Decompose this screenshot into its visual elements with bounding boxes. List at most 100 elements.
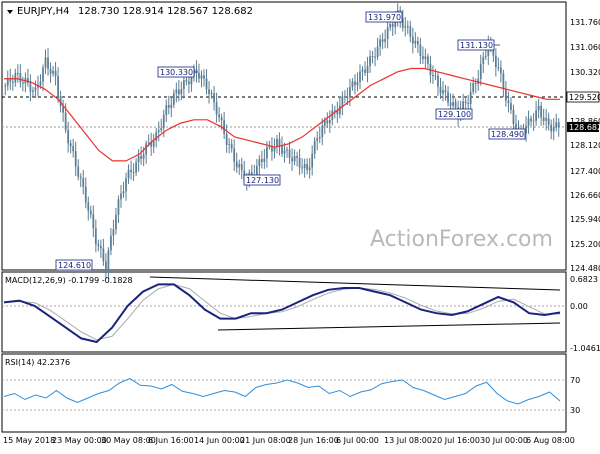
candle-body [16, 72, 19, 74]
candle-body [9, 78, 12, 82]
candle-body [87, 202, 90, 211]
candle-body [532, 120, 535, 122]
candle-body [150, 142, 153, 147]
candle-body [366, 66, 369, 73]
candle-body [27, 78, 29, 83]
candle-body [338, 105, 341, 115]
rsi-panel-frame [1, 353, 567, 433]
candle-body [21, 82, 24, 84]
candle-body [258, 159, 261, 167]
candle-body [439, 86, 442, 94]
candle-body [260, 159, 263, 162]
candle-body [356, 82, 359, 86]
candle-body [286, 149, 288, 151]
candle-body [185, 80, 188, 82]
candle-body [145, 143, 148, 155]
candle-body [19, 73, 22, 83]
candle-body [416, 40, 419, 45]
annotation-box [55, 259, 93, 271]
macd-main-line [3, 283, 561, 344]
macd-tick-label: 0.6823 [570, 275, 598, 284]
current-price-label: 128.682 [569, 123, 600, 132]
annotation-label: 131.970 [368, 13, 401, 22]
candle-body [328, 120, 331, 124]
candle-body [122, 191, 125, 194]
x-tick-label: 13 Jul 08:00 [384, 436, 432, 445]
candle-body [510, 103, 512, 110]
candle-body [512, 109, 515, 124]
candle-body [268, 146, 271, 148]
candle-body [288, 149, 291, 158]
candle-body [14, 72, 17, 83]
candle-body [422, 56, 424, 60]
candle-body [112, 229, 115, 236]
macd-channel-upper[interactable] [149, 276, 561, 291]
rsi-tick-label: 70 [570, 376, 580, 385]
candle-body [120, 193, 122, 200]
candle-body [44, 57, 47, 68]
candle-body [499, 67, 502, 74]
candle-body [64, 112, 67, 130]
macd-tick-label: 0.00 [570, 302, 588, 311]
candle-body [391, 23, 394, 28]
candle-body [306, 164, 309, 171]
candle-body [406, 26, 409, 28]
macd-channel-lower[interactable] [217, 322, 561, 331]
candle-body [303, 164, 306, 169]
candle-body [552, 127, 555, 132]
candle-body [346, 97, 349, 99]
candle-body [250, 172, 253, 175]
price-tick-label: 124.480 [570, 264, 600, 273]
candle-body [540, 105, 543, 118]
candle-body [11, 81, 14, 83]
candle-body [336, 110, 339, 115]
candle-body [507, 100, 510, 104]
candle-body [414, 40, 417, 44]
candle-body [127, 169, 130, 179]
annotation-label: 129.100 [438, 110, 471, 119]
x-tick-label: 21 Jun 08:00 [240, 436, 291, 445]
annotation-label: 124.610 [58, 261, 91, 270]
price-tick-label: 130.320 [570, 68, 600, 77]
candle-body [155, 132, 158, 141]
candle-body [210, 93, 213, 95]
candle-body [52, 70, 54, 74]
price-tick-label: 125.940 [570, 215, 600, 224]
candle-body [39, 81, 42, 86]
rsi-title: RSI(14) 42.2376 [5, 358, 70, 367]
candle-body [447, 91, 449, 103]
candle-body [240, 164, 243, 171]
candle-body [454, 102, 457, 108]
candle-body [386, 27, 389, 39]
candle-body [266, 146, 268, 159]
candle-body [271, 146, 273, 152]
candle-body [157, 130, 160, 133]
candle-body [62, 105, 65, 113]
candle-body [308, 167, 311, 171]
candle-body [130, 169, 132, 172]
candle-body [47, 57, 49, 69]
candle-body [215, 102, 218, 115]
candle-body [183, 80, 185, 90]
candle-body [198, 72, 200, 79]
candle-body [530, 118, 532, 122]
candle-body [110, 235, 112, 251]
candle-body [344, 96, 346, 98]
candle-body [165, 105, 168, 116]
symbol-dropdown-icon[interactable] [7, 10, 13, 14]
symbol-label: EURJPY,H4 [17, 6, 70, 17]
candle-body [49, 68, 52, 74]
candle-body [369, 56, 371, 67]
candle-body [188, 81, 190, 85]
candle-body [424, 56, 427, 60]
candle-body [364, 69, 366, 73]
candle-body [72, 146, 75, 152]
candle-body [479, 63, 482, 79]
candle-body [235, 161, 238, 168]
candle-body [323, 120, 326, 126]
candle-body [354, 81, 356, 86]
annotation-label: 131.130 [460, 41, 493, 50]
candle-body [316, 138, 319, 141]
candle-body [140, 155, 142, 159]
